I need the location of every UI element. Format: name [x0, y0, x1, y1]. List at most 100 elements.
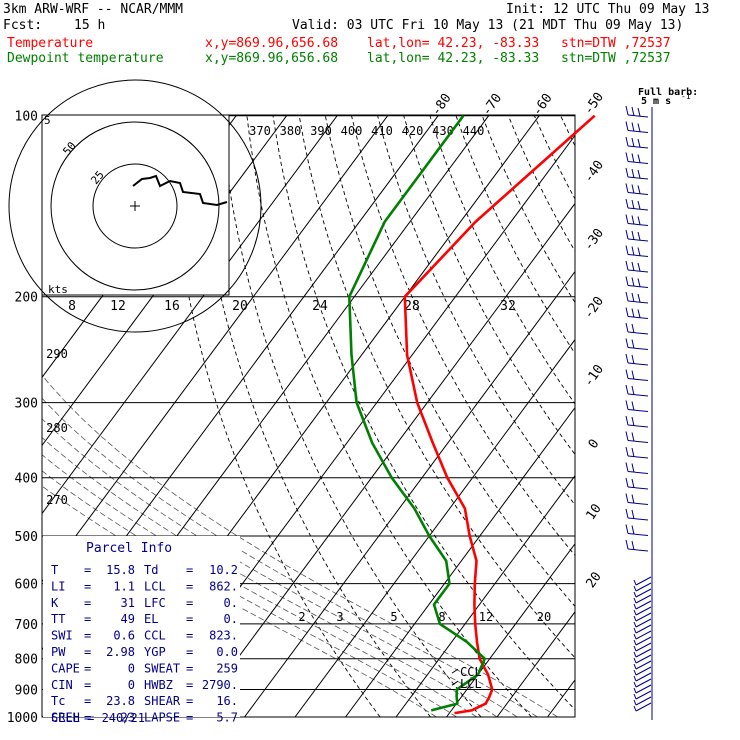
theta-e-label: 410 [371, 124, 393, 138]
parcel-value: 23 [121, 711, 135, 725]
isotherm-label: -40 [581, 158, 607, 186]
isotherm [244, 270, 575, 717]
wind-barb [625, 415, 649, 428]
parcel-value: 0. [224, 612, 238, 626]
temp-stn: stn=DTW ,72537 [561, 36, 671, 51]
isotherm [294, 338, 575, 717]
wind-barb [625, 353, 649, 366]
hodograph-trace [132, 174, 228, 207]
wind-barb [625, 400, 649, 412]
model-title: 3km ARW-WRF -- NCAR/MMM [3, 2, 184, 17]
theta-e-label: 390 [310, 124, 332, 138]
pressure-label: 800 [15, 653, 38, 668]
mixing-ratio-label: 8 [68, 299, 76, 314]
parcel-label: EL [144, 612, 158, 626]
mixing-ratio-label-low: 8 [438, 610, 445, 624]
wind-barb [633, 654, 652, 664]
parcel-value: 15.8 [106, 563, 135, 577]
dew-xy: x,y=869.96,656.68 [205, 51, 339, 66]
marker-tick [451, 668, 459, 674]
parcel-label: K [51, 596, 59, 610]
dry-adiabat [481, 115, 575, 304]
wind-barb [625, 477, 649, 490]
parcel-eq: = [84, 629, 91, 643]
parcel-eq: = [186, 694, 193, 708]
mixing-ratio-label-low: 20 [537, 610, 551, 624]
legend-temperature: Temperature [7, 36, 94, 51]
dry-adiabat [324, 115, 575, 608]
parcel-label: LFC [144, 596, 166, 610]
dry-adiabat [272, 115, 575, 711]
isotherm [193, 202, 575, 717]
parcel-cell: CELL = 240/21 [51, 711, 145, 725]
parcel-value: 259 [216, 661, 238, 675]
parcel-value: 31 [121, 596, 135, 610]
parcel-eq: = [186, 563, 193, 577]
parcel-eq: = [84, 596, 91, 610]
parcel-value: 0.0 [216, 645, 238, 659]
dry-adiabat [194, 115, 431, 717]
pressure-label: 900 [15, 683, 38, 698]
theta-e-label: 380 [280, 124, 302, 138]
wind-barb [633, 660, 652, 670]
wind-barb [625, 245, 649, 257]
parcel-label: T [51, 563, 58, 577]
wind-barb [633, 636, 652, 646]
legend-dewpoint: Dewpoint temperature [7, 51, 164, 66]
kts-label: kts [48, 283, 68, 296]
valid-time: Valid: 03 UTC Fri 10 May 13 (21 MDT Thu … [292, 18, 684, 33]
dry-adiabat [613, 116, 740, 717]
wind-barb [633, 648, 652, 658]
parcel-eq: = [84, 645, 91, 659]
wind-barb [625, 198, 649, 211]
parcel-value: 1.1 [113, 579, 135, 593]
isotherm [345, 406, 575, 717]
wind-barb [633, 666, 652, 676]
isotherm-label: -10 [581, 362, 607, 390]
pressure-label: 1000 [7, 711, 38, 726]
parcel-label: TT [51, 612, 65, 626]
pressure-label: 500 [15, 530, 38, 545]
wind-barb [633, 696, 652, 706]
mixing-ratio-label: 12 [110, 299, 126, 314]
wind-barb [625, 446, 649, 459]
grid-layer [41, 114, 740, 718]
dry-adiabat [455, 115, 575, 355]
barb-key-unit: 5 m s [641, 96, 671, 107]
wind-barbs: Full barb:5 m s -1 [625, 87, 698, 720]
wind-barb [633, 576, 652, 586]
dry-adiabat [220, 115, 482, 717]
isotherm [496, 611, 575, 717]
dry-adiabat [298, 115, 575, 659]
wind-barb [625, 431, 649, 443]
wind-barb [625, 369, 649, 381]
isotherm-label: -20 [581, 294, 607, 322]
dry-adiabat [351, 115, 575, 557]
dry-adiabat [403, 115, 575, 456]
parcel-label: SWI [51, 629, 73, 643]
parcel-eq: = [84, 579, 91, 593]
wind-barb [633, 600, 652, 610]
pressure-label: 700 [15, 618, 38, 633]
wind-barb [633, 642, 652, 652]
parcel-label: LI [51, 579, 65, 593]
wind-barb [625, 307, 649, 319]
parcel-value: 49 [121, 612, 135, 626]
pressure-label: 200 [15, 291, 38, 306]
parcel-eq: = [84, 711, 91, 725]
mixing-ratio-label-low: 5 [390, 610, 397, 624]
wind-barb [625, 136, 649, 149]
wind-barb [633, 678, 652, 688]
wind-barb [633, 582, 652, 592]
parcel-eq: = [84, 661, 91, 675]
dewpoint-line [347, 114, 487, 712]
wind-barb [633, 606, 652, 616]
ring-label: 5 [44, 114, 51, 127]
parcel-eq: = [186, 711, 193, 725]
wind-barb [633, 612, 652, 622]
temperature-line [403, 114, 596, 715]
parcel-eq: = [84, 694, 91, 708]
isotherm-label: 10 [583, 501, 604, 522]
mixing-ratio-label: 24 [312, 299, 328, 314]
